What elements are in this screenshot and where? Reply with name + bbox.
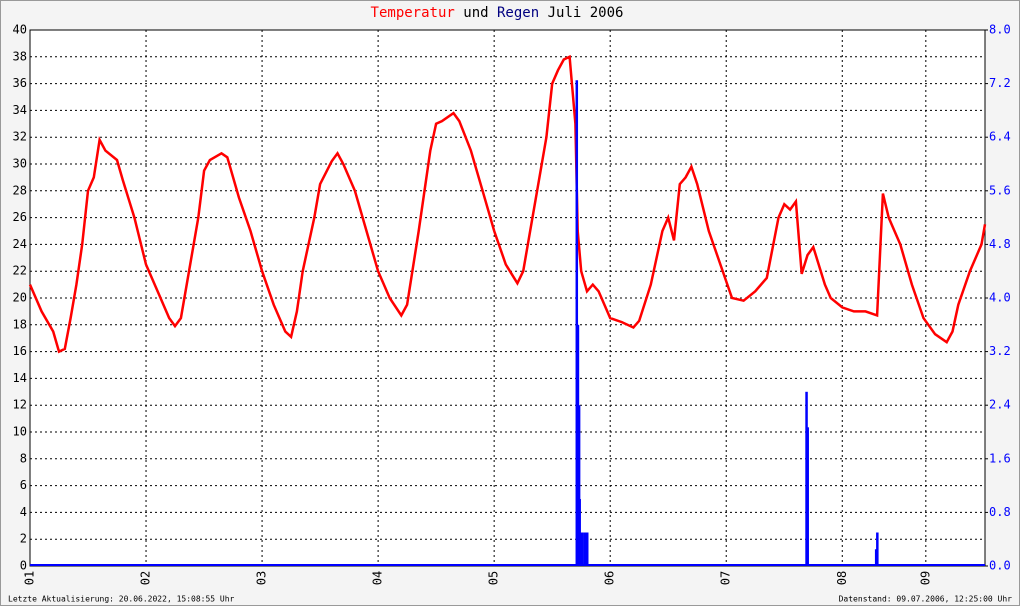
x-tick-label: 06 [603,571,617,585]
y-tick-label: 14 [13,371,27,385]
title-temp: Temperatur [371,5,455,21]
rain-bar [585,532,589,566]
y-tick-label: 26 [13,210,27,224]
x-tick-label: 07 [719,571,733,585]
temperature-line [28,54,987,354]
y-tick-label: 36 [13,76,27,90]
y2-tick-label: 2.4 [989,398,1011,412]
y2-tick-label: 8.0 [989,23,1011,37]
y2-tick-label: 4.0 [989,291,1011,305]
y-tick-label: 0 [20,559,27,573]
rain-bar [575,80,579,566]
y-tick-label: 10 [13,425,27,439]
y2-tick-label: 1.6 [989,451,1011,465]
x-tick-label: 02 [139,571,153,585]
title-suffix: Juli 2006 [548,5,624,21]
rain-bar [583,532,587,566]
y-tick-label: 18 [13,317,27,331]
y-tick-label: 2 [20,532,27,546]
y-tick-label: 34 [13,103,27,117]
x-tick-label: 05 [487,571,501,585]
x-tick-label: 01 [23,571,37,585]
y2-tick-label: 6.4 [989,130,1011,144]
rain-bar [577,405,581,566]
y2-tick-label: 0.0 [989,559,1011,573]
y-tick-label: 16 [13,344,27,358]
chart-title: Temperatur und Regen Juli 2006 [371,5,624,21]
footer-right: Datenstand: 09.07.2006, 12:25:00 Uhr [839,595,1013,604]
y-tick-label: 6 [20,478,27,492]
y-tick-label: 38 [13,49,27,63]
title-rain: Regen [497,5,539,21]
y2-tick-label: 0.8 [989,505,1011,519]
y-tick-label: 40 [13,23,27,37]
y2-tick-label: 4.8 [989,237,1011,251]
y-tick-label: 24 [13,237,27,251]
x-tick-label: 08 [835,571,849,585]
y-tick-label: 22 [13,264,27,278]
y-tick-label: 30 [13,157,27,171]
rain-bar [876,532,879,566]
rain-bar [581,532,584,566]
y-tick-label: 8 [20,451,27,465]
x-tick-label: 03 [255,571,269,585]
footer-left: Letzte Aktualisierung: 20.06.2022, 15:08… [8,595,235,604]
y-tick-label: 4 [20,505,27,519]
title-joiner: und [463,5,488,21]
y2-tick-label: 7.2 [989,76,1011,90]
rain-bar [806,427,809,566]
y2-tick-label: 5.6 [989,183,1011,197]
y-tick-label: 20 [13,291,27,305]
rain-bar [579,532,582,566]
y2-tick-label: 3.2 [989,344,1011,358]
x-tick-label: 04 [371,571,385,585]
x-tick-label: 09 [918,571,932,585]
y-tick-label: 28 [13,183,27,197]
y-tick-label: 32 [13,130,27,144]
y-tick-label: 12 [13,398,27,412]
